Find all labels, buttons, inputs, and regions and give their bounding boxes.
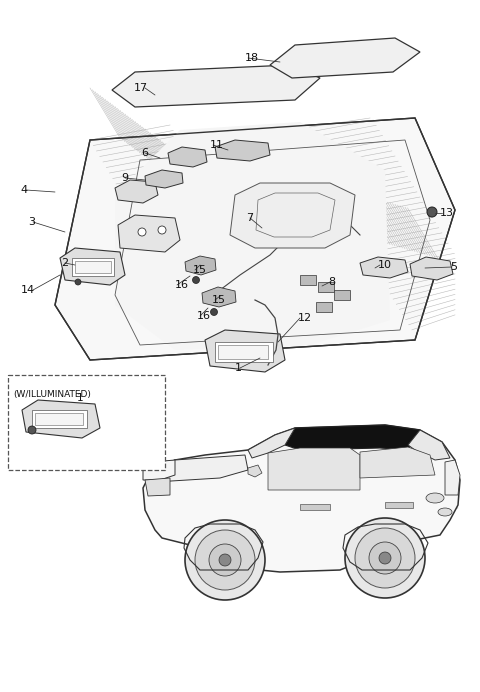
Polygon shape bbox=[410, 257, 453, 280]
Text: 1: 1 bbox=[235, 363, 242, 373]
Polygon shape bbox=[168, 147, 207, 167]
Text: 16: 16 bbox=[175, 280, 189, 290]
Polygon shape bbox=[22, 400, 100, 438]
Circle shape bbox=[185, 520, 265, 600]
Bar bbox=[316, 302, 332, 312]
Bar bbox=[218, 345, 268, 359]
Text: 7: 7 bbox=[246, 213, 253, 223]
Polygon shape bbox=[152, 455, 248, 482]
Text: 6: 6 bbox=[141, 148, 148, 158]
Circle shape bbox=[209, 544, 241, 576]
Circle shape bbox=[427, 207, 437, 217]
Polygon shape bbox=[60, 248, 125, 285]
Circle shape bbox=[158, 226, 166, 234]
Text: 14: 14 bbox=[21, 285, 35, 295]
Polygon shape bbox=[268, 448, 360, 490]
Polygon shape bbox=[270, 38, 420, 78]
Polygon shape bbox=[215, 140, 270, 161]
Text: 12: 12 bbox=[298, 313, 312, 323]
Circle shape bbox=[138, 228, 146, 236]
Circle shape bbox=[28, 426, 36, 434]
Polygon shape bbox=[185, 256, 216, 275]
Circle shape bbox=[345, 518, 425, 598]
Polygon shape bbox=[112, 65, 320, 107]
Bar bbox=[385, 502, 413, 508]
Text: 13: 13 bbox=[440, 208, 454, 218]
Text: 2: 2 bbox=[61, 258, 68, 268]
Bar bbox=[318, 282, 334, 292]
Polygon shape bbox=[205, 330, 285, 372]
Ellipse shape bbox=[426, 493, 444, 503]
Text: 16: 16 bbox=[197, 311, 211, 321]
Polygon shape bbox=[145, 478, 170, 496]
Bar bbox=[8, 375, 165, 470]
Polygon shape bbox=[55, 118, 455, 360]
Bar bbox=[300, 275, 316, 285]
Polygon shape bbox=[115, 180, 158, 203]
Polygon shape bbox=[285, 425, 420, 450]
Polygon shape bbox=[248, 465, 262, 477]
Text: 18: 18 bbox=[245, 53, 259, 63]
Polygon shape bbox=[408, 430, 450, 460]
Text: 15: 15 bbox=[212, 295, 226, 305]
Polygon shape bbox=[143, 460, 175, 480]
Bar bbox=[35, 413, 83, 425]
Polygon shape bbox=[360, 447, 435, 478]
Polygon shape bbox=[118, 215, 180, 252]
Text: 10: 10 bbox=[378, 260, 392, 270]
Polygon shape bbox=[145, 170, 183, 188]
Bar bbox=[215, 342, 273, 362]
Text: 17: 17 bbox=[134, 83, 148, 93]
Bar bbox=[75, 261, 111, 273]
Circle shape bbox=[369, 542, 401, 574]
Text: 15: 15 bbox=[193, 265, 207, 275]
Text: 3: 3 bbox=[28, 217, 35, 227]
Text: 8: 8 bbox=[328, 277, 335, 287]
Bar bbox=[72, 258, 114, 276]
Polygon shape bbox=[230, 183, 355, 248]
Polygon shape bbox=[202, 287, 236, 307]
Circle shape bbox=[211, 309, 217, 316]
Text: 1: 1 bbox=[77, 393, 84, 403]
Circle shape bbox=[219, 554, 231, 566]
Bar bbox=[32, 410, 87, 428]
Ellipse shape bbox=[438, 508, 452, 516]
Circle shape bbox=[75, 279, 81, 285]
Text: (W/ILLUMINATED): (W/ILLUMINATED) bbox=[13, 390, 91, 399]
Bar bbox=[334, 290, 350, 300]
Text: 9: 9 bbox=[121, 173, 128, 183]
Polygon shape bbox=[115, 122, 390, 350]
Circle shape bbox=[379, 552, 391, 564]
Polygon shape bbox=[248, 428, 295, 458]
Text: 11: 11 bbox=[210, 140, 224, 150]
Text: 4: 4 bbox=[21, 185, 28, 195]
Bar bbox=[300, 504, 330, 510]
Circle shape bbox=[195, 530, 255, 590]
Polygon shape bbox=[143, 425, 460, 572]
Text: 5: 5 bbox=[450, 262, 457, 272]
Polygon shape bbox=[360, 257, 408, 278]
Circle shape bbox=[355, 528, 415, 588]
Circle shape bbox=[192, 277, 200, 284]
Polygon shape bbox=[445, 460, 460, 495]
